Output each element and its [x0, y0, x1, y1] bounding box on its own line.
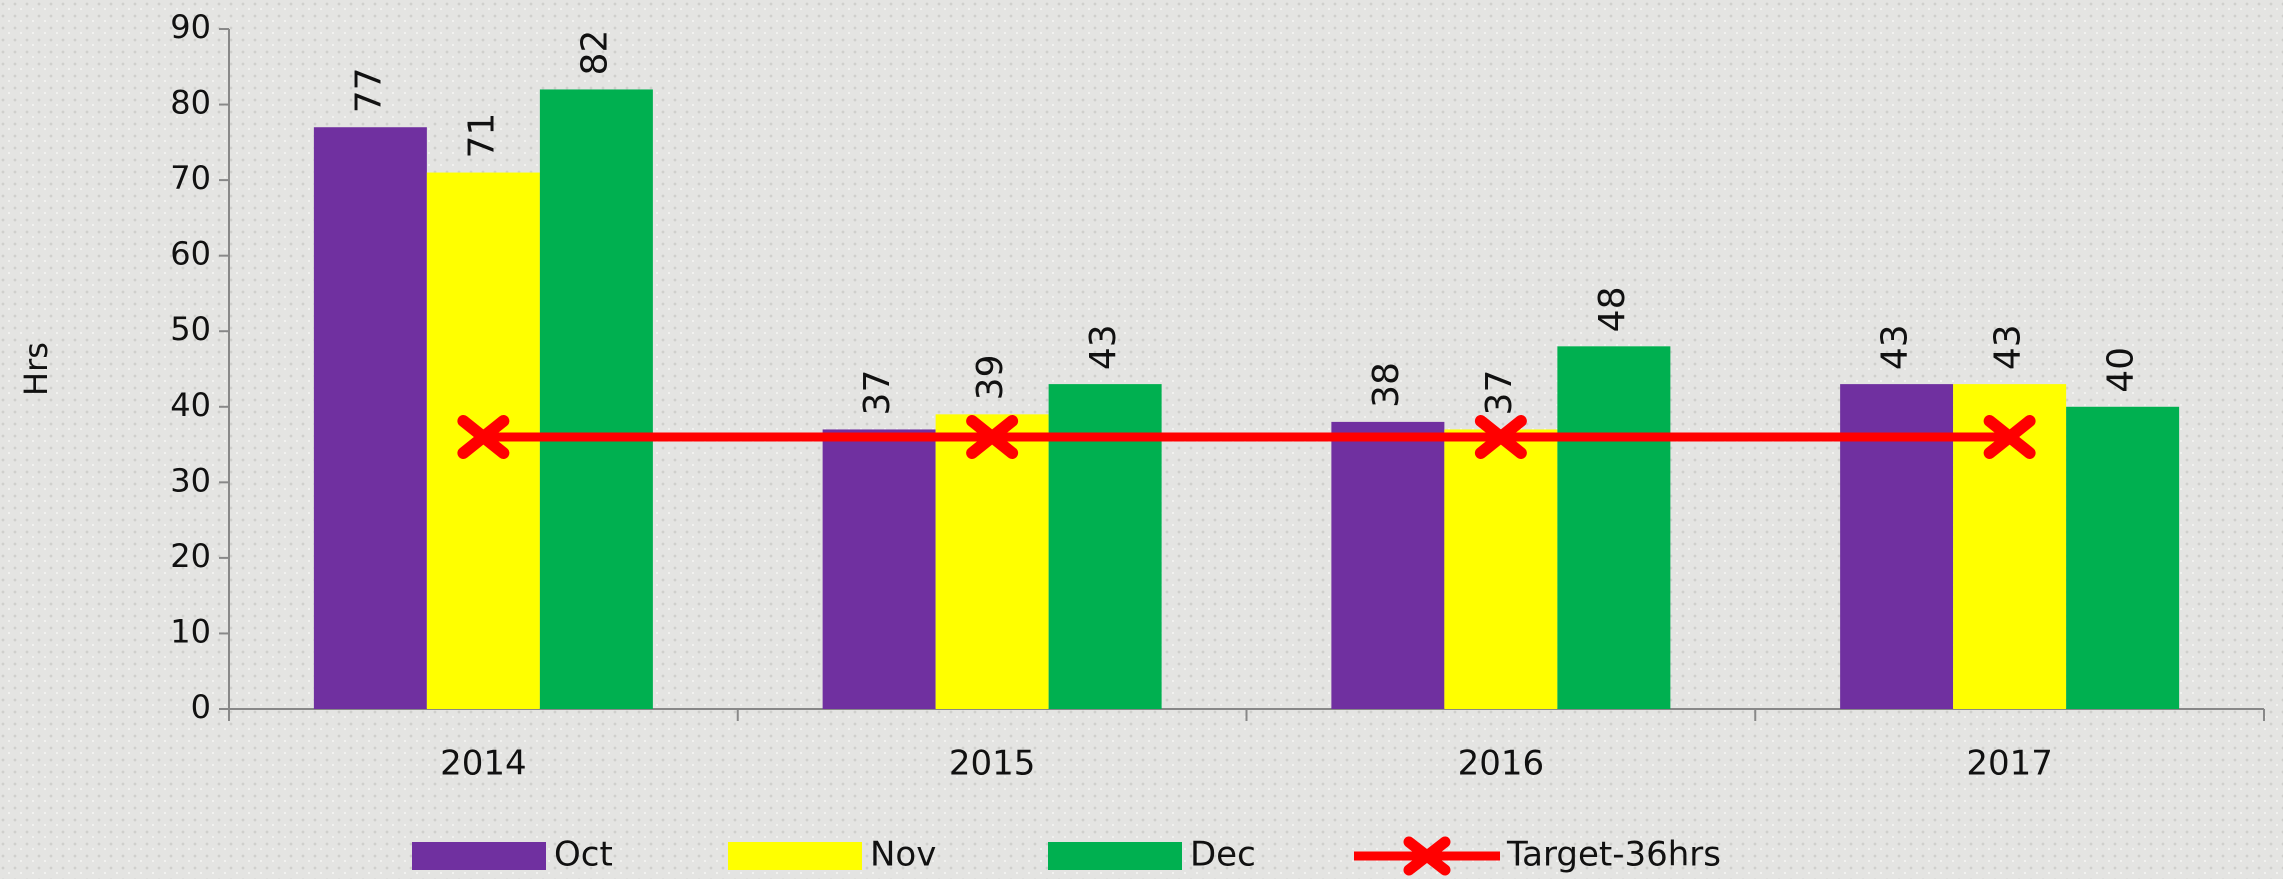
y-tick-label: 80: [170, 84, 211, 122]
data-label: 40: [2101, 347, 2142, 393]
data-label: 48: [1592, 287, 1633, 333]
x-tick-label: 2016: [1458, 744, 1545, 784]
bar: [822, 429, 936, 709]
bar: [1331, 421, 1445, 709]
legend-label: Dec: [1190, 835, 1256, 875]
y-tick-label: 30: [170, 461, 211, 499]
y-tick-label: 70: [170, 159, 211, 197]
data-label: 43: [1988, 324, 2029, 370]
bar: [539, 89, 653, 709]
legend-label: Oct: [554, 835, 613, 875]
legend-swatch: [412, 842, 546, 870]
y-tick-label: 20: [170, 537, 211, 575]
target-marker: [966, 415, 1019, 459]
data-label: 43: [1875, 324, 1916, 370]
data-label: 71: [461, 113, 502, 159]
y-tick-label: 0: [191, 688, 211, 726]
x-tick-label: 2017: [1966, 744, 2053, 784]
data-label: 43: [1083, 324, 1124, 370]
y-axis-label: Hrs: [17, 342, 55, 396]
bar: [1444, 429, 1558, 709]
target-marker: [1983, 415, 2036, 459]
bar: [313, 127, 427, 709]
data-label: 39: [970, 355, 1011, 401]
data-label: 37: [1479, 370, 1520, 416]
y-tick-label: 10: [170, 612, 211, 650]
data-label: 37: [857, 370, 898, 416]
x-tick-label: 2014: [440, 744, 527, 784]
data-label: 77: [348, 67, 389, 113]
legend-label: Nov: [870, 835, 936, 875]
bar: [2066, 406, 2180, 709]
data-label: 38: [1366, 362, 1407, 408]
legend-swatch: [728, 842, 862, 870]
x-tick-label: 2015: [949, 744, 1036, 784]
legend-marker: [1403, 836, 1451, 876]
data-label: 82: [574, 30, 615, 76]
target-marker: [457, 415, 510, 459]
legend-label: Target-36hrs: [1506, 835, 1721, 875]
y-tick-label: 40: [170, 386, 211, 424]
target-marker: [1474, 415, 1527, 459]
y-tick-label: 60: [170, 235, 211, 273]
legend-swatch: [1048, 842, 1182, 870]
bar: [1557, 346, 1671, 709]
y-tick-label: 50: [170, 310, 211, 348]
bar: [935, 414, 1049, 709]
y-tick-label: 90: [170, 8, 211, 46]
